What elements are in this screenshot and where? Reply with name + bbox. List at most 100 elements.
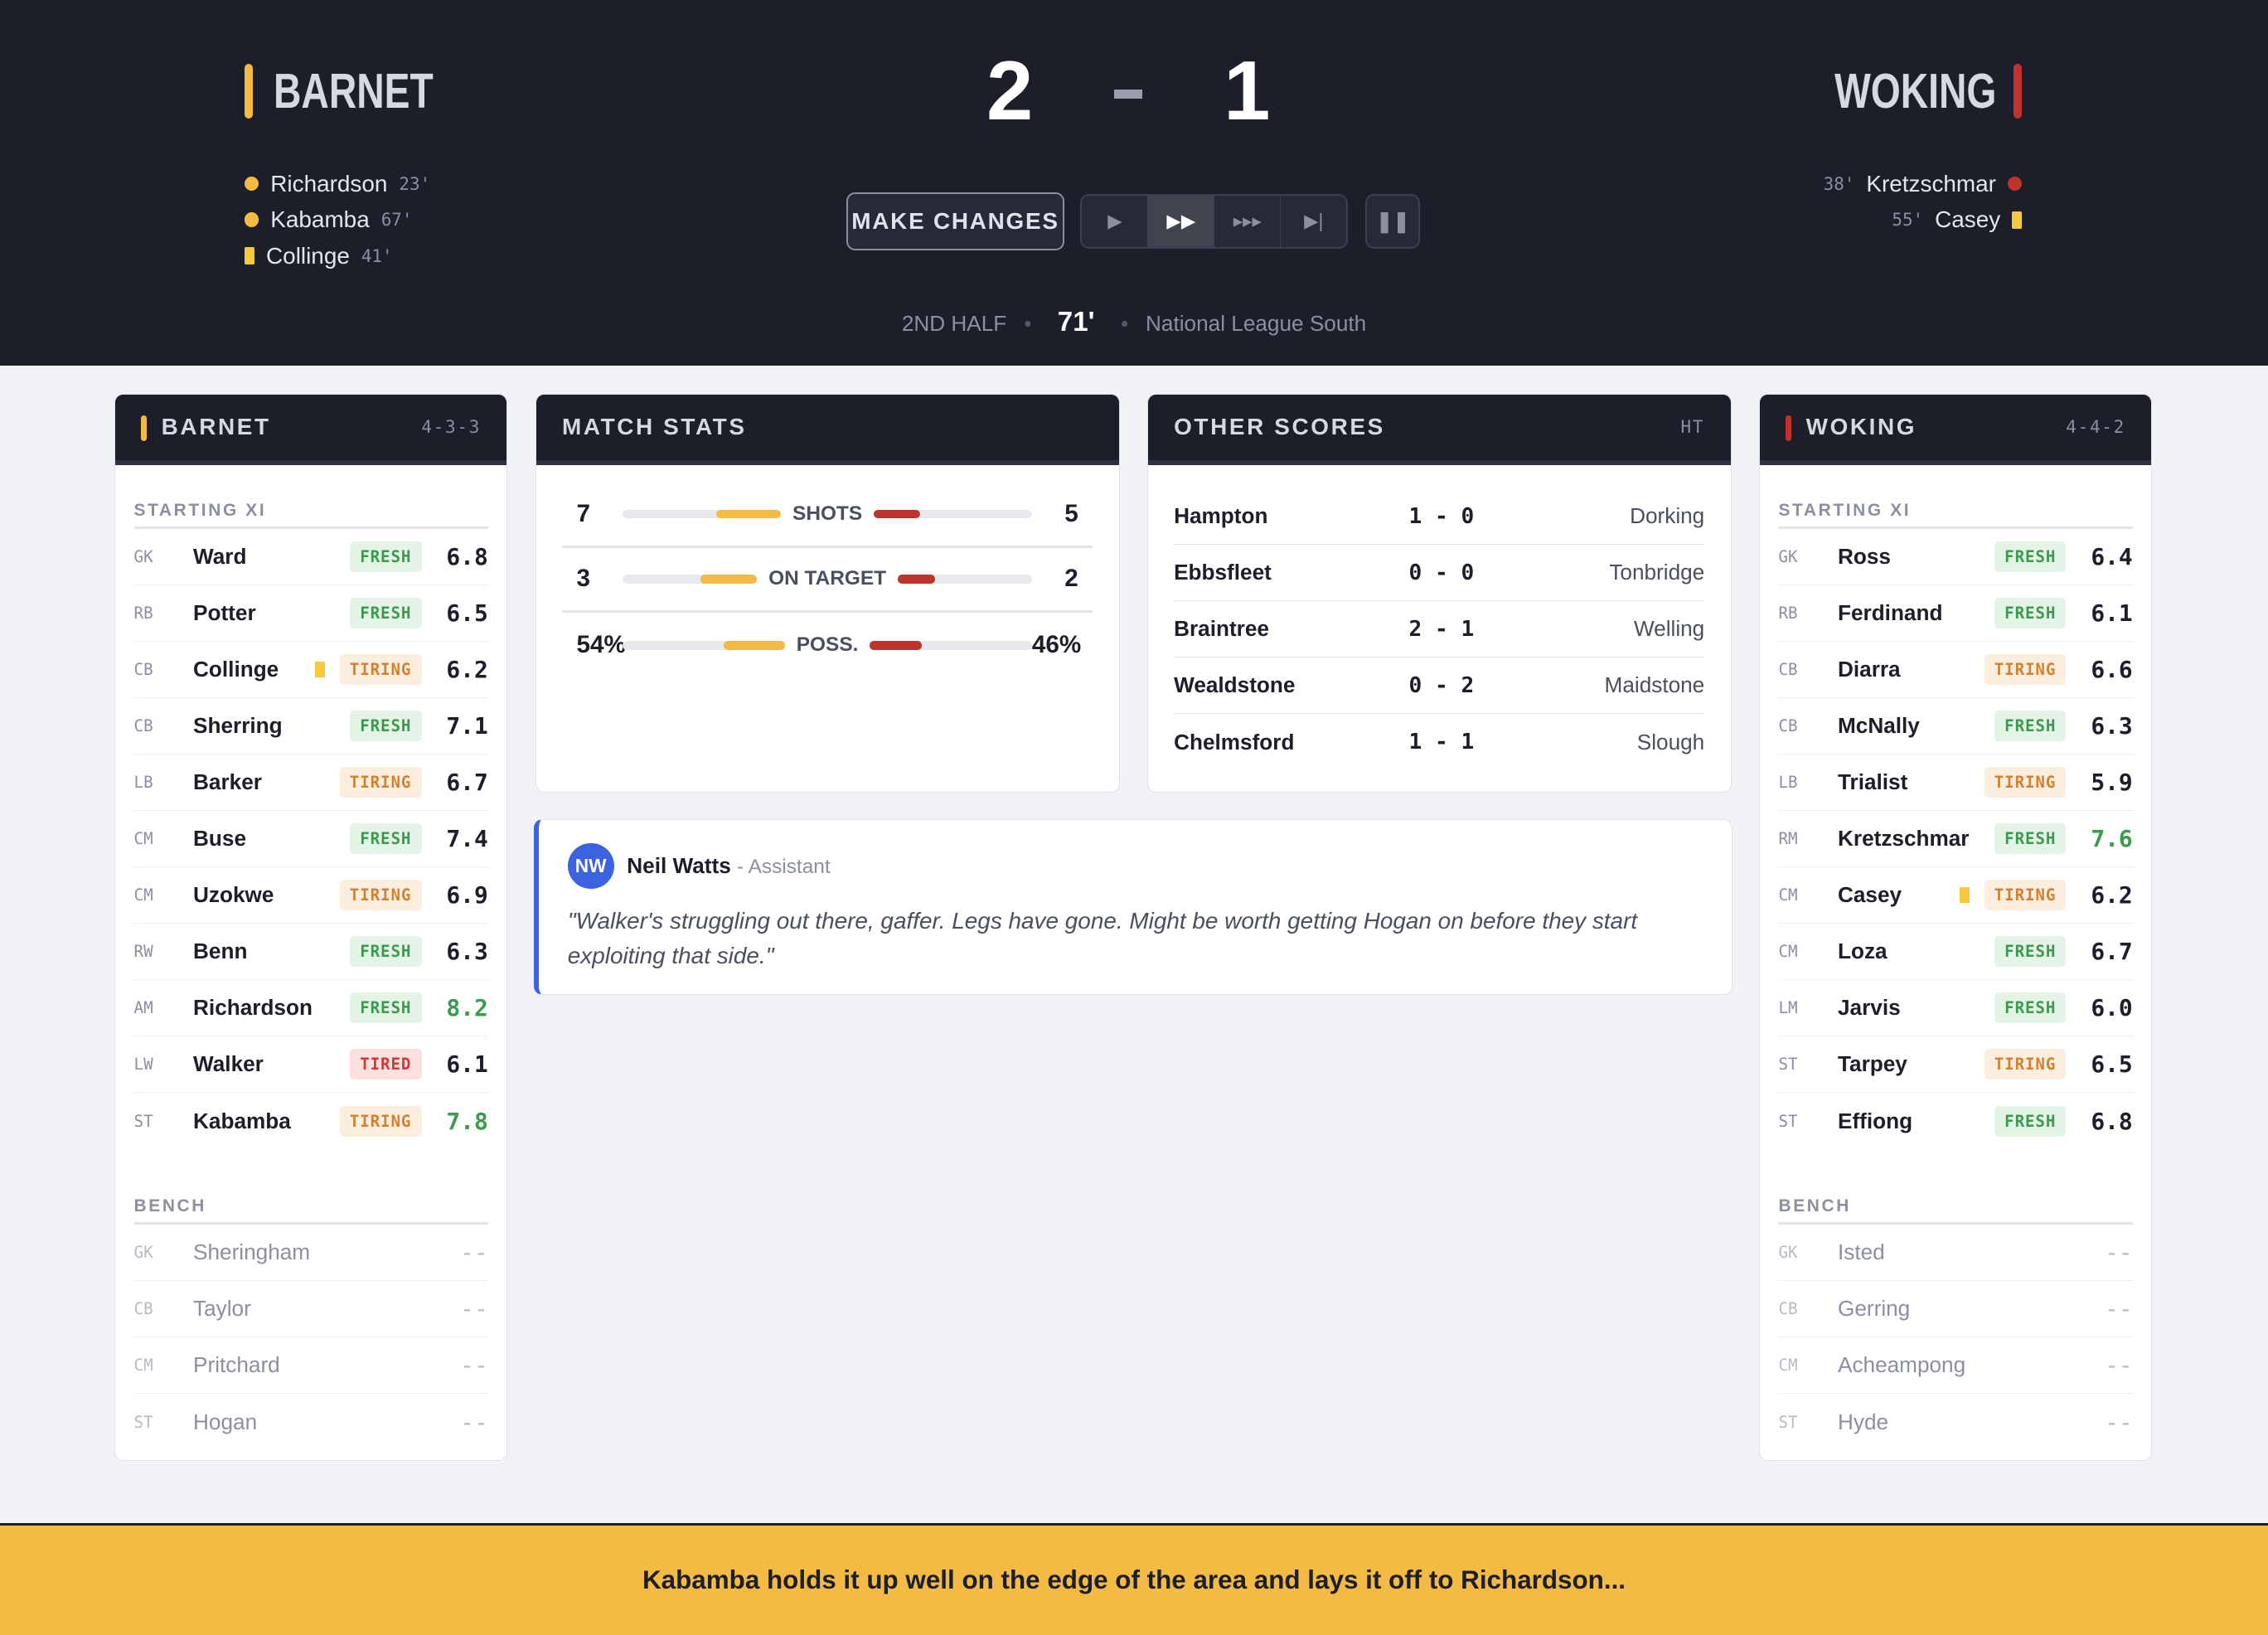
- bench-player-row[interactable]: CM Acheampong --: [1778, 1337, 2133, 1395]
- yellow-card-icon: [244, 247, 255, 265]
- player-position: RM: [1778, 829, 1798, 849]
- player-rating: 6.6: [2091, 655, 2133, 683]
- starting-xi-label: STARTING XI: [133, 465, 488, 529]
- fitness-badge: FRESH: [1994, 541, 2067, 572]
- player-rating: --: [460, 1351, 488, 1380]
- fitness-badge: TIRING: [1984, 654, 2067, 685]
- player-row[interactable]: CB Collinge TIRING 6.2: [133, 642, 488, 699]
- bench-player-row[interactable]: CB Taylor --: [133, 1281, 488, 1338]
- player-position: ST: [1778, 1111, 1798, 1131]
- player-row[interactable]: LB Barker TIRING 6.7: [133, 754, 488, 812]
- player-rating: 6.7: [2091, 938, 2133, 966]
- fixture-row[interactable]: Ebbsfleet 0 - 0 Tonbridge: [1174, 545, 1705, 602]
- player-row[interactable]: CM Casey TIRING 6.2: [1778, 867, 2133, 924]
- player-row[interactable]: RB Ferdinand FRESH 6.1: [1778, 585, 2133, 642]
- away-team: Welling: [1633, 616, 1705, 642]
- faster-forward-button[interactable]: ▸▸▸: [1214, 195, 1282, 248]
- avatar: NW: [567, 842, 614, 890]
- yellow-card-icon: [314, 661, 326, 678]
- player-rating: 6.1: [446, 1050, 488, 1079]
- player-name: Kretzschmar: [1838, 826, 1970, 851]
- bench-list: GK Isted -- CB Gerring -- CM Acheampong -- ST Hyde…: [1778, 1225, 2133, 1450]
- player-row[interactable]: RB Potter FRESH 6.5: [133, 585, 488, 642]
- player-position: CB: [133, 716, 153, 736]
- home-stat-track: [623, 641, 785, 650]
- starting-xi-label: STARTING XI: [1778, 465, 2133, 529]
- stat-label: SHOTS: [792, 502, 863, 525]
- pause-icon: ❚❚: [1375, 210, 1410, 233]
- panel-title: WOKING: [1805, 413, 1917, 439]
- bench-player-row[interactable]: CM Pritchard --: [133, 1337, 488, 1395]
- starting-list: GK Ward FRESH 6.8 RB Potter FRESH 6.5 CB Collinge…: [133, 529, 488, 1150]
- fast-forward-icon: ▶▶: [1166, 210, 1196, 232]
- player-row[interactable]: ST Effiong FRESH 6.8: [1778, 1093, 2133, 1149]
- away-color-bar: [1786, 415, 1792, 442]
- player-rating: 7.1: [446, 712, 488, 740]
- player-name: Barker: [193, 769, 262, 795]
- bench-player-row[interactable]: ST Hyde --: [1778, 1394, 2132, 1450]
- player-name: Walker: [193, 1051, 264, 1077]
- player-row[interactable]: ST Kabamba TIRING 7.8: [134, 1093, 488, 1149]
- player-rating: --: [2105, 1351, 2133, 1380]
- bench-player-row[interactable]: ST Hogan --: [134, 1394, 488, 1450]
- player-name: Kabamba: [193, 1108, 291, 1133]
- fixture-row[interactable]: Braintree 2 - 1 Welling: [1174, 601, 1705, 658]
- player-row[interactable]: CB Diarra TIRING 6.6: [1778, 642, 2133, 699]
- player-name: Jarvis: [1838, 995, 1901, 1021]
- make-changes-button[interactable]: MAKE CHANGES: [846, 192, 1065, 250]
- skip-to-end-button[interactable]: ▶|: [1281, 196, 1346, 247]
- player-row[interactable]: CB Sherring FRESH 7.1: [133, 698, 488, 755]
- player-position: CM: [1778, 885, 1798, 905]
- player-rating: 7.8: [446, 1107, 488, 1135]
- yellow-card-icon: [2012, 211, 2023, 229]
- player-name: Diarra: [1838, 656, 1901, 682]
- event-player: Kretzschmar: [1866, 170, 1996, 196]
- event-minute: 67': [380, 210, 413, 230]
- player-position: CM: [133, 885, 153, 905]
- player-position: ST: [1778, 1412, 1798, 1432]
- player-row[interactable]: CB McNally FRESH 6.3: [1778, 698, 2133, 755]
- bench-player-row[interactable]: GK Isted --: [1778, 1225, 2133, 1282]
- fixture-row[interactable]: Wealdstone 0 - 2 Maidstone: [1174, 657, 1705, 715]
- player-row[interactable]: LW Walker TIRED 6.1: [133, 1036, 488, 1094]
- player-row[interactable]: ST Tarpey TIRING 6.5: [1778, 1036, 2133, 1094]
- home-score: 2: [986, 44, 1034, 138]
- bench-player-row[interactable]: GK Sheringham --: [133, 1225, 488, 1282]
- home-color-bar: [244, 63, 254, 119]
- player-row[interactable]: LB Trialist TIRING 5.9: [1778, 754, 2133, 812]
- player-name: Sheringham: [193, 1240, 311, 1265]
- player-row[interactable]: CM Uzokwe TIRING 6.9: [133, 867, 488, 924]
- away-stat-bar: [870, 641, 923, 650]
- home-stat-track: [623, 509, 782, 519]
- starting-list: GK Ross FRESH 6.4 RB Ferdinand FRESH 6.1 CB Diarr…: [1778, 529, 2133, 1150]
- player-row[interactable]: AM Richardson FRESH 8.2: [133, 980, 488, 1037]
- home-team: Hampton: [1174, 503, 1268, 529]
- player-name: Sherring: [193, 713, 283, 739]
- fixture-row[interactable]: Hampton 1 - 0 Dorking: [1174, 488, 1705, 546]
- fast-forward-button[interactable]: ▶▶: [1148, 195, 1215, 248]
- pause-button[interactable]: ❚❚: [1365, 193, 1421, 250]
- bench-player-row[interactable]: CB Gerring --: [1778, 1281, 2133, 1338]
- yellow-card-icon: [1959, 887, 1970, 904]
- home-event: Richardson 23': [244, 167, 430, 199]
- player-name: Taylor: [193, 1296, 251, 1322]
- formation: 4-3-3: [421, 417, 482, 438]
- fitness-badge: FRESH: [1994, 597, 2067, 628]
- player-rating: 6.0: [2091, 994, 2133, 1022]
- player-row[interactable]: CM Buse FRESH 7.4: [133, 811, 488, 868]
- player-rating: --: [2105, 1295, 2133, 1323]
- match-header: BARNET WOKING 2 1 Richardson 23' Kabamba 67…: [0, 0, 2268, 366]
- player-row[interactable]: GK Ward FRESH 6.8: [133, 529, 488, 585]
- player-row[interactable]: CM Loza FRESH 6.7: [1778, 924, 2133, 981]
- player-row[interactable]: LM Jarvis FRESH 6.0: [1778, 980, 2133, 1037]
- home-team-name: BARNET: [273, 63, 434, 119]
- player-row[interactable]: GK Ross FRESH 6.4: [1778, 529, 2133, 585]
- fixture-row[interactable]: Chelmsford 1 - 1 Slough: [1174, 714, 1704, 770]
- player-rating: 6.9: [446, 881, 488, 910]
- play-button[interactable]: ▶: [1082, 195, 1149, 248]
- player-row[interactable]: RM Kretzschmar FRESH 7.6: [1778, 811, 2133, 868]
- fitness-badge: TIRING: [339, 654, 422, 685]
- player-rating: --: [460, 1239, 488, 1267]
- player-row[interactable]: RW Benn FRESH 6.3: [133, 924, 488, 981]
- player-rating: 6.3: [2091, 712, 2133, 740]
